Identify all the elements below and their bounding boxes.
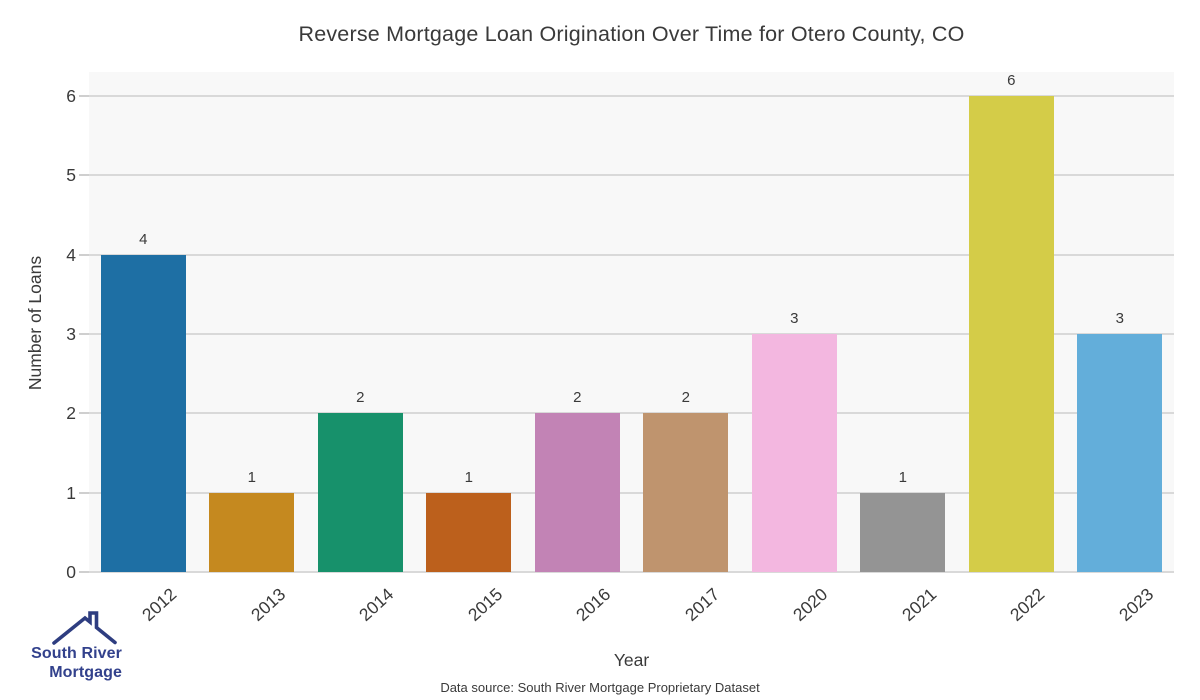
data-source-note: Data source: South River Mortgage Propri… xyxy=(440,680,760,695)
bar-2012 xyxy=(100,254,186,572)
y-tick-label: 3 xyxy=(66,323,76,344)
bar-2023 xyxy=(1077,333,1163,572)
y-tick-label: 5 xyxy=(66,165,76,186)
bar-value-label: 1 xyxy=(247,468,256,486)
x-tick-label: 2012 xyxy=(138,584,181,625)
bar-2020 xyxy=(751,333,837,572)
bar-value-label: 3 xyxy=(1115,309,1124,327)
bar-value-label: 3 xyxy=(790,309,799,327)
gridline xyxy=(89,332,1174,335)
bar-value-label: 1 xyxy=(898,468,907,486)
y-tick-label: 1 xyxy=(66,482,76,503)
bar-2015 xyxy=(426,492,512,572)
y-tick-mark xyxy=(79,412,89,415)
x-tick-label: 2016 xyxy=(572,584,615,625)
y-tick-label: 4 xyxy=(66,244,76,265)
logo: South River Mortgage xyxy=(18,608,122,694)
bar-value-label: 2 xyxy=(681,389,690,407)
y-tick-label: 0 xyxy=(66,562,76,582)
bar-2016 xyxy=(534,413,620,572)
x-tick-label: 2017 xyxy=(680,584,724,625)
plot-area: 4 1 2 1 2 2 3 1 6 3 xyxy=(89,71,1174,573)
x-tick-label: 2022 xyxy=(1006,584,1049,625)
gridline xyxy=(89,174,1174,177)
gridline xyxy=(89,253,1174,256)
y-tick-mark xyxy=(79,174,89,177)
bar-value-label: 1 xyxy=(464,468,473,486)
bar-2021 xyxy=(860,492,946,572)
x-tick-label: 2020 xyxy=(789,584,832,625)
x-tick-label: 2023 xyxy=(1114,584,1158,625)
gridline xyxy=(89,94,1174,97)
bar-value-label: 2 xyxy=(573,389,582,407)
x-tick-label: 2015 xyxy=(463,584,507,625)
bar-2013 xyxy=(209,492,295,572)
chart-title: Reverse Mortgage Loan Origination Over T… xyxy=(298,22,965,46)
x-axis-title: Year xyxy=(613,650,650,670)
gridline xyxy=(89,571,1174,573)
y-tick-mark xyxy=(79,571,89,573)
gridline xyxy=(89,491,1174,494)
x-tick-label: 2021 xyxy=(897,584,941,625)
bar-2022 xyxy=(968,95,1054,572)
bar-2014 xyxy=(317,413,403,572)
logo-text: South River Mortgage xyxy=(18,644,122,682)
y-tick-label: 6 xyxy=(66,85,76,106)
bar-value-label: 2 xyxy=(356,389,365,407)
y-tick-mark xyxy=(79,332,89,335)
y-tick-mark xyxy=(79,253,89,256)
bar-value-label: 4 xyxy=(139,230,148,248)
house-roof-icon xyxy=(52,611,117,645)
x-tick-label: 2014 xyxy=(355,584,398,625)
logo-text-line2: Mortgage xyxy=(49,664,122,681)
bar-2017 xyxy=(643,413,729,572)
y-tick-mark xyxy=(79,491,89,494)
gridline xyxy=(89,412,1174,415)
y-tick-mark xyxy=(79,94,89,97)
y-tick-label: 2 xyxy=(66,403,76,424)
x-tick-label: 2013 xyxy=(246,584,290,625)
bar-value-label: 6 xyxy=(1007,71,1016,89)
logo-text-line1: South River xyxy=(31,645,122,662)
